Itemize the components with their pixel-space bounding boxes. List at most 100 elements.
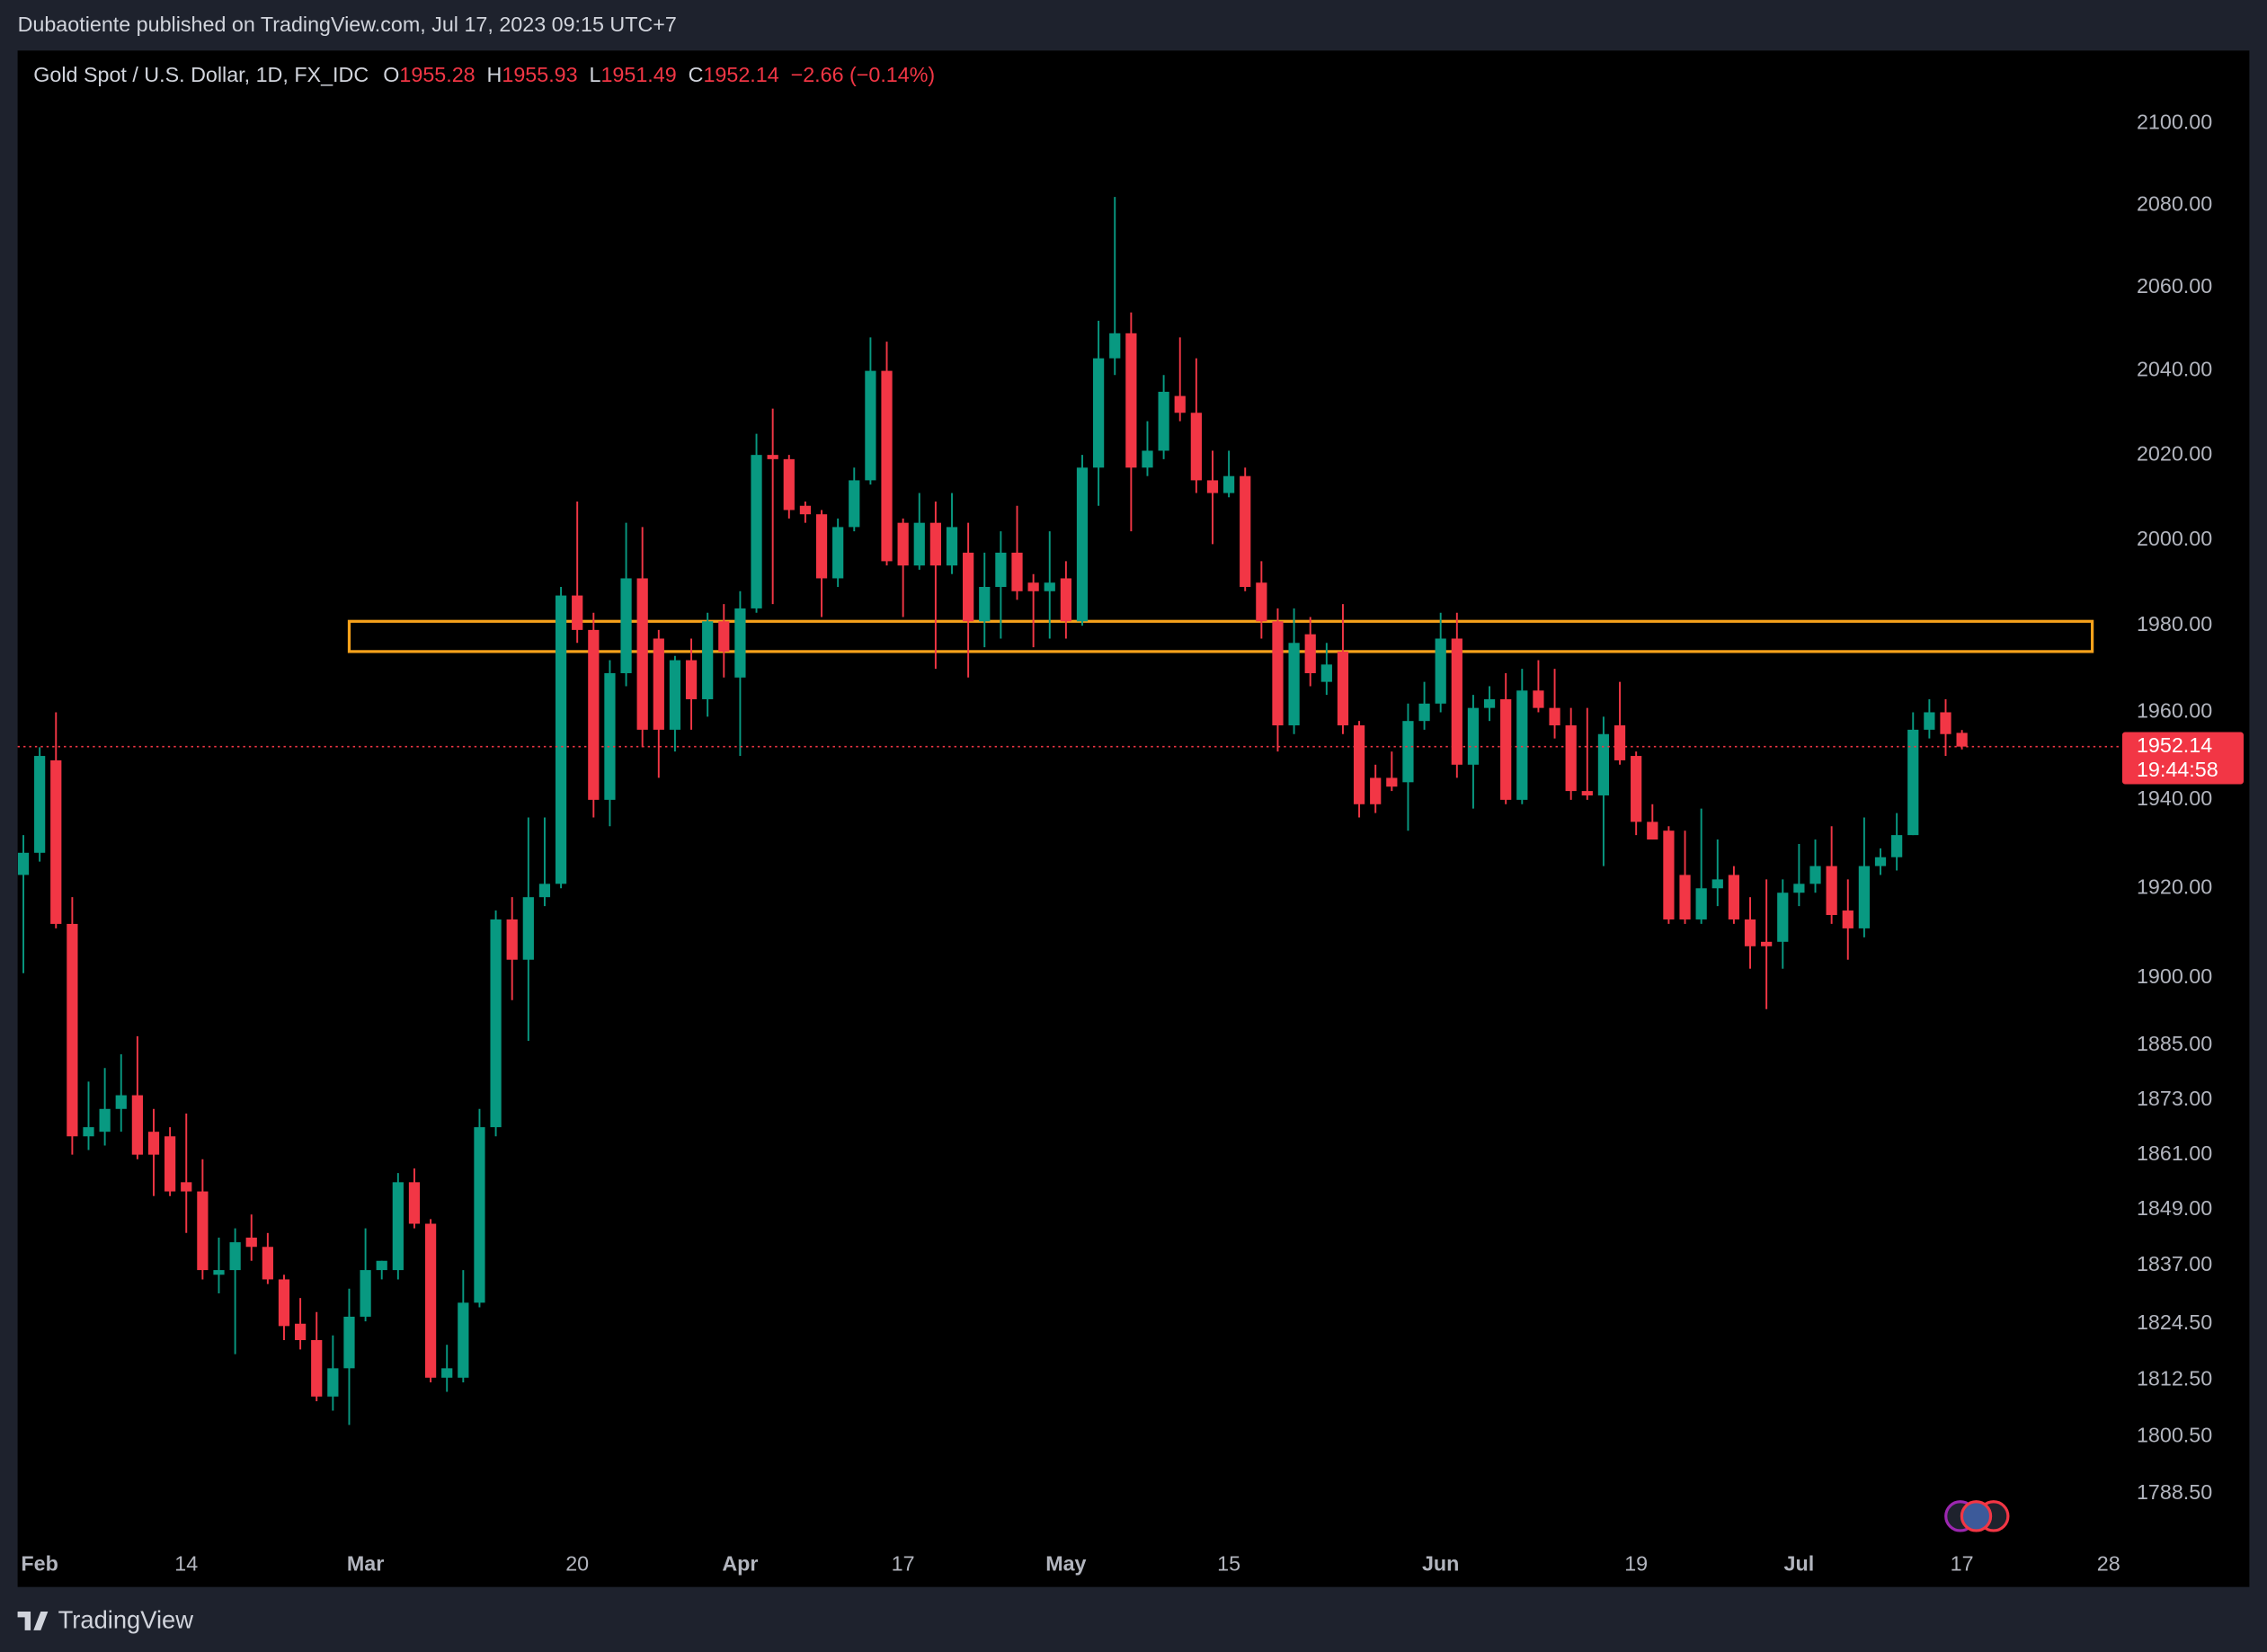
- candle-body: [1125, 333, 1137, 468]
- plot: [17, 197, 2122, 1426]
- candle-body: [1240, 475, 1251, 588]
- candle-body: [1304, 634, 1316, 673]
- candle-body: [327, 1368, 339, 1397]
- y-tick-label: 1824.50: [2137, 1310, 2212, 1334]
- ohlc-value: 1951.49: [600, 63, 676, 86]
- last-price-box: [2121, 732, 2244, 785]
- ohlc-value: 1952.14: [703, 63, 778, 86]
- x-tick-label: Jun: [1422, 1552, 1459, 1576]
- candle-body: [1044, 582, 1055, 591]
- y-tick-label: 1849.00: [2137, 1196, 2212, 1220]
- y-tick-label: 1800.50: [2137, 1424, 2212, 1447]
- ohlc-value: 1955.93: [502, 63, 577, 86]
- candle-body: [1142, 450, 1153, 468]
- candle-body: [669, 660, 681, 730]
- candle-body: [1370, 777, 1382, 804]
- candle-body: [1320, 664, 1332, 682]
- event-icons: [1944, 1500, 2010, 1532]
- candle-body: [1597, 733, 1610, 795]
- candle-body: [1206, 480, 1219, 493]
- candle-body: [1647, 822, 1658, 840]
- candle-body: [490, 919, 502, 1128]
- chart-panel: [17, 50, 2250, 1587]
- ohlc-letter: O: [383, 63, 399, 86]
- zone: [347, 619, 2094, 653]
- candle-body: [245, 1237, 257, 1248]
- candle-body: [1907, 729, 1919, 836]
- candle-body: [1761, 941, 1773, 946]
- candle-body: [522, 897, 534, 960]
- candle-body: [1353, 725, 1365, 804]
- candle-body: [734, 608, 746, 678]
- candle-body: [360, 1270, 371, 1317]
- candle-body: [1174, 395, 1186, 413]
- candle-body: [620, 578, 632, 673]
- candle-body: [995, 552, 1007, 588]
- candle-body: [1516, 690, 1528, 800]
- candle-body: [946, 527, 958, 566]
- candle-body: [1631, 756, 1642, 822]
- candle-body: [164, 1136, 176, 1192]
- legend: Gold Spot / U.S. Dollar, 1D, FX_IDC O195…: [33, 63, 935, 86]
- candle-body: [1679, 875, 1691, 919]
- candle-body: [1809, 866, 1821, 884]
- candle-body: [1011, 552, 1023, 591]
- ohlc-letter: C: [689, 63, 704, 86]
- change: −2.66 (−0.14%): [791, 63, 936, 86]
- candle-body: [1190, 413, 1202, 481]
- candle-body: [1924, 712, 1935, 730]
- candle-body: [294, 1323, 307, 1340]
- x-tick-label: May: [1045, 1552, 1086, 1576]
- candle-body: [1402, 721, 1414, 783]
- countdown-label: 19:44:58: [2137, 758, 2218, 781]
- y-tick-label: 2000.00: [2137, 527, 2212, 550]
- candle-body: [1109, 333, 1121, 359]
- candle-body: [1614, 725, 1626, 760]
- candle-body: [653, 638, 664, 730]
- candle-body: [1549, 707, 1560, 726]
- x-tick-label: 17: [1951, 1552, 1974, 1576]
- y-tick-label: 1873.00: [2137, 1087, 2212, 1110]
- candle-body: [424, 1223, 437, 1378]
- y-tick-label: 2080.00: [2137, 191, 2212, 215]
- candle-body: [181, 1182, 192, 1192]
- candle-body: [506, 919, 518, 960]
- candle-body: [1158, 391, 1169, 451]
- candle-body: [1777, 893, 1789, 942]
- y-tick-label: 1885.00: [2137, 1032, 2212, 1055]
- candle-body: [1093, 358, 1105, 468]
- candle-body: [83, 1127, 94, 1137]
- candle-body: [1418, 703, 1430, 722]
- candle-body: [1256, 582, 1267, 622]
- candle-body: [929, 522, 942, 566]
- candle-body: [555, 595, 567, 884]
- candle-body: [979, 587, 991, 622]
- candle-body: [278, 1279, 290, 1327]
- candle-body: [1891, 835, 1903, 857]
- candle-body: [115, 1095, 127, 1109]
- candle-body: [1288, 643, 1300, 726]
- candle-body: [1435, 638, 1446, 704]
- brand: TradingView: [17, 1605, 193, 1633]
- candle-body: [799, 505, 812, 515]
- y-tick-label: 2040.00: [2137, 358, 2212, 381]
- ohlc-letter: L: [590, 63, 601, 86]
- candle-body: [849, 480, 860, 528]
- candle-body: [213, 1270, 225, 1275]
- y-tick-label: 1837.00: [2137, 1252, 2212, 1275]
- candle-body: [897, 522, 909, 566]
- x-tick-label: 19: [1624, 1552, 1648, 1576]
- candle-body: [376, 1260, 387, 1271]
- candle-body: [685, 660, 698, 699]
- last-price-label: 1952.14: [2137, 733, 2212, 757]
- candle-body: [1386, 777, 1398, 787]
- x-tick-label: Mar: [347, 1552, 384, 1576]
- candle-body: [474, 1127, 485, 1303]
- candle-body: [34, 756, 46, 853]
- candle-body: [1500, 698, 1512, 800]
- candle-body: [604, 672, 616, 800]
- y-tick-label: 1900.00: [2137, 964, 2212, 988]
- candle-body: [881, 370, 893, 562]
